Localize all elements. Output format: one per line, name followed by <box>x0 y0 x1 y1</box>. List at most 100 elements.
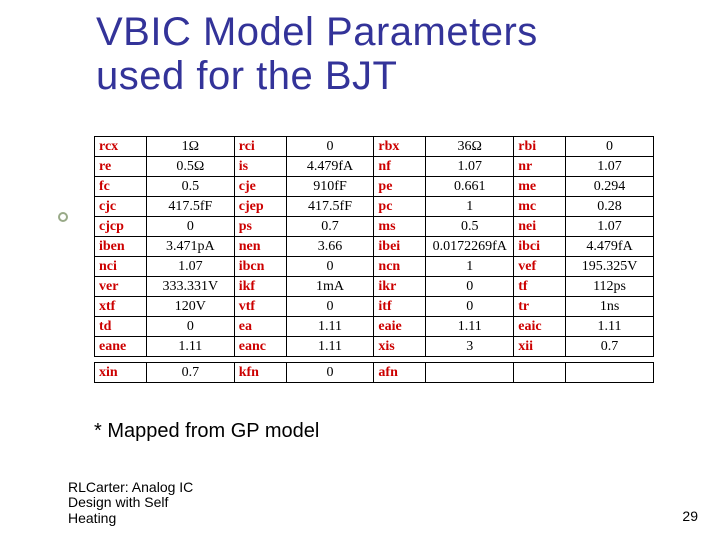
param-name: ver <box>95 277 147 297</box>
param-name: tf <box>514 277 566 297</box>
param-value: 0 <box>286 297 374 317</box>
param-value: 1ns <box>566 297 654 317</box>
param-name: itf <box>374 297 426 317</box>
param-value: 0.5 <box>146 177 234 197</box>
param-name: xii <box>514 337 566 357</box>
page-number: 29 <box>682 508 698 524</box>
param-name <box>514 363 566 383</box>
table-row: cjcp0ps0.7ms0.5nei1.07 <box>95 217 654 237</box>
table-row: nci1.07ibcn0ncn1vef195.325V <box>95 257 654 277</box>
param-name: me <box>514 177 566 197</box>
param-value: 3 <box>426 337 514 357</box>
param-name: nf <box>374 157 426 177</box>
param-name: td <box>95 317 147 337</box>
param-value: 333.331V <box>146 277 234 297</box>
param-name: xin <box>95 363 147 383</box>
param-value: 910fF <box>286 177 374 197</box>
param-value: 0.5 <box>426 217 514 237</box>
param-name: afn <box>374 363 426 383</box>
param-name: eane <box>95 337 147 357</box>
slide: VBIC Model Parameters used for the BJT r… <box>0 0 720 540</box>
param-name: eanc <box>234 337 286 357</box>
param-name: nen <box>234 237 286 257</box>
param-name: ea <box>234 317 286 337</box>
param-value: 0.7 <box>146 363 234 383</box>
title-line-1: VBIC Model Parameters <box>96 10 538 54</box>
param-value: 0.7 <box>566 337 654 357</box>
parameters-table: rcx1Ωrci0rbx36Ωrbi0re0.5Ωis4.479fAnf1.07… <box>94 136 654 383</box>
table-row: fc0.5cje910fFpe0.661me0.294 <box>95 177 654 197</box>
param-name: ikr <box>374 277 426 297</box>
param-value: 0.0172269fA <box>426 237 514 257</box>
footer-line-1: RLCarter: Analog IC <box>68 479 193 495</box>
table-row: iben3.471pAnen3.66ibei0.0172269fAibci4.4… <box>95 237 654 257</box>
footer-line-2: Design with Self <box>68 494 168 510</box>
param-value: 112ps <box>566 277 654 297</box>
param-name: mc <box>514 197 566 217</box>
param-name: nci <box>95 257 147 277</box>
param-name: cjep <box>234 197 286 217</box>
param-name: rcx <box>95 137 147 157</box>
param-name: rci <box>234 137 286 157</box>
table-row: xtf120Vvtf0itf0tr1ns <box>95 297 654 317</box>
param-value: 3.66 <box>286 237 374 257</box>
param-value: 417.5fF <box>146 197 234 217</box>
param-name: ps <box>234 217 286 237</box>
param-name: ibcn <box>234 257 286 277</box>
param-value: 0 <box>426 297 514 317</box>
param-name: xtf <box>95 297 147 317</box>
param-value: 1mA <box>286 277 374 297</box>
param-value: 1.11 <box>286 317 374 337</box>
param-value: 1.11 <box>286 337 374 357</box>
param-name: pc <box>374 197 426 217</box>
param-value: 1.07 <box>426 157 514 177</box>
param-value: 4.479fA <box>566 237 654 257</box>
param-value: 1Ω <box>146 137 234 157</box>
param-value: 120V <box>146 297 234 317</box>
param-name: cje <box>234 177 286 197</box>
param-value: 3.471pA <box>146 237 234 257</box>
bullet-ring-icon <box>58 212 68 222</box>
param-value: 0 <box>286 363 374 383</box>
param-value: 195.325V <box>566 257 654 277</box>
param-name: ikf <box>234 277 286 297</box>
param-name: vtf <box>234 297 286 317</box>
param-value: 1.11 <box>146 337 234 357</box>
param-value: 4.479fA <box>286 157 374 177</box>
param-value: 0.28 <box>566 197 654 217</box>
param-value: 0 <box>286 137 374 157</box>
param-name: nr <box>514 157 566 177</box>
param-value: 0 <box>426 277 514 297</box>
param-value: 1.11 <box>426 317 514 337</box>
param-value: 0.294 <box>566 177 654 197</box>
slide-title: VBIC Model Parameters used for the BJT <box>0 0 720 98</box>
param-value: 0 <box>286 257 374 277</box>
param-value: 1 <box>426 197 514 217</box>
parameters-table-wrap: rcx1Ωrci0rbx36Ωrbi0re0.5Ωis4.479fAnf1.07… <box>94 136 654 383</box>
footer-line-3: Heating <box>68 510 116 526</box>
param-name: is <box>234 157 286 177</box>
param-value: 417.5fF <box>286 197 374 217</box>
param-name: ibei <box>374 237 426 257</box>
param-value: 1.07 <box>566 157 654 177</box>
param-name: pe <box>374 177 426 197</box>
param-value: 0.661 <box>426 177 514 197</box>
param-value: 1.07 <box>566 217 654 237</box>
param-name: ms <box>374 217 426 237</box>
param-name: ncn <box>374 257 426 277</box>
param-value: 0 <box>146 217 234 237</box>
table-row: rcx1Ωrci0rbx36Ωrbi0 <box>95 137 654 157</box>
param-value: 36Ω <box>426 137 514 157</box>
param-name: nei <box>514 217 566 237</box>
param-name: ibci <box>514 237 566 257</box>
title-line-2: used for the BJT <box>96 54 397 98</box>
param-value <box>566 363 654 383</box>
param-name: rbx <box>374 137 426 157</box>
param-value <box>426 363 514 383</box>
param-name: cjc <box>95 197 147 217</box>
param-value: 1 <box>426 257 514 277</box>
param-name: xis <box>374 337 426 357</box>
param-value: 0.5Ω <box>146 157 234 177</box>
footnote: * Mapped from GP model <box>94 420 319 443</box>
param-name: iben <box>95 237 147 257</box>
